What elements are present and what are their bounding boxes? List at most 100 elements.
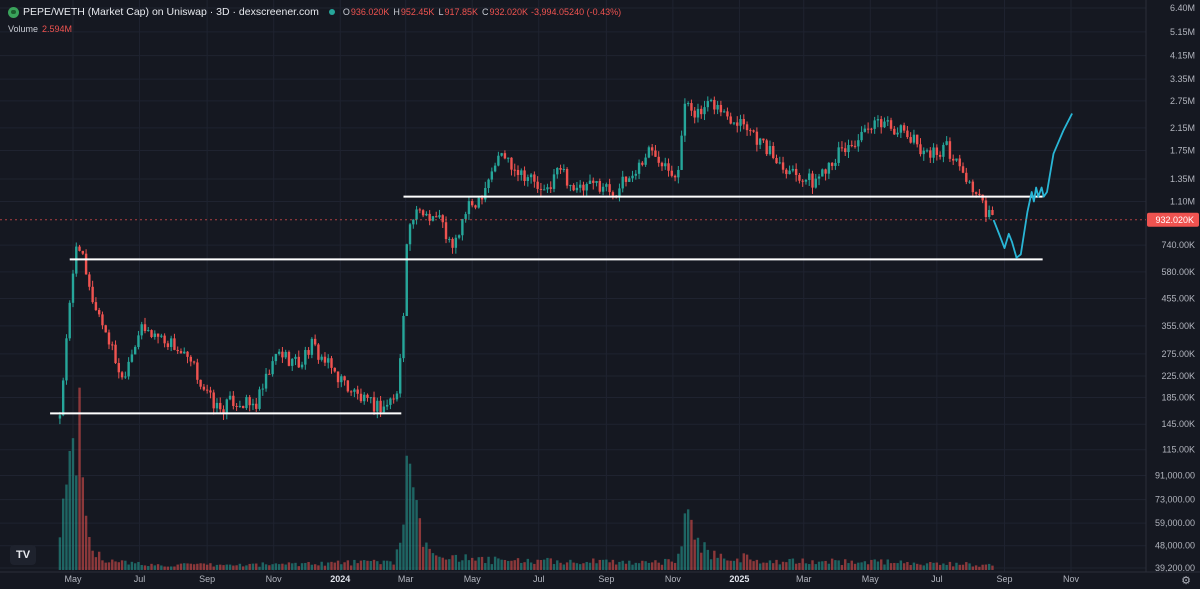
candle-body	[333, 367, 336, 372]
volume-bar	[562, 564, 566, 570]
candle-body	[745, 124, 749, 131]
volume-bar	[281, 563, 284, 570]
candle-body	[461, 218, 464, 236]
candle-body	[382, 406, 386, 413]
candle-body	[637, 162, 641, 174]
candle-body	[127, 361, 130, 377]
volume-bar	[870, 559, 873, 570]
candle-body	[379, 400, 382, 413]
candle-body	[968, 181, 971, 183]
candle-body	[670, 170, 673, 176]
volume-bar	[418, 518, 422, 570]
volume-bar	[788, 558, 791, 570]
candle-body	[133, 346, 137, 355]
volume-bar	[906, 561, 909, 570]
tradingview-logo[interactable]: TV	[10, 545, 36, 565]
volume-bar	[569, 559, 572, 570]
volume-bar	[130, 561, 134, 570]
candle-body	[562, 169, 566, 171]
volume-legend[interactable]: Volume 2.594M	[8, 24, 72, 34]
volume-bar	[935, 562, 939, 570]
volume-bar	[497, 558, 500, 570]
candle-body	[241, 405, 245, 409]
candle-body	[169, 338, 173, 347]
candle-body	[732, 122, 736, 124]
volume-bar	[565, 562, 569, 570]
volume-bar	[65, 484, 68, 570]
candle-body	[536, 181, 539, 189]
volume-bar	[431, 553, 435, 570]
candle-body	[120, 372, 124, 378]
time-tick-label: 2025	[729, 574, 749, 584]
candle-body	[261, 388, 264, 390]
candle-body	[477, 197, 480, 208]
time-tick-label: Sep	[598, 574, 614, 584]
volume-bar	[814, 564, 817, 570]
volume-bar	[94, 557, 98, 570]
candle-body	[408, 224, 412, 245]
candle-body	[471, 201, 474, 206]
volume-bar	[526, 558, 530, 570]
candle-body	[834, 162, 837, 166]
chart-title[interactable]: PEPE/WETH (Market Cap) on Uniswap · 3D ·…	[23, 6, 319, 18]
volume-bar	[680, 546, 683, 570]
candle-body	[330, 358, 333, 368]
last-price-tag	[1147, 212, 1199, 227]
volume-bar	[366, 560, 369, 570]
volume-bar	[317, 565, 320, 570]
candle-body	[513, 169, 516, 171]
projection-path[interactable]	[992, 113, 1073, 259]
price-tick-label: 39,200.00	[1155, 563, 1195, 573]
volume-bar	[549, 558, 552, 570]
price-tick-label: 59,000.00	[1155, 518, 1195, 528]
candle-body	[791, 168, 795, 171]
candle-body	[202, 386, 206, 390]
volume-bar	[955, 562, 958, 570]
price-axis[interactable]: 6.40M 5.15M 4.15M 3.35M 2.75M 2.15M 1.75M 1.35M…	[1145, 0, 1200, 589]
support-resistance-lines[interactable]	[50, 195, 1043, 415]
candle-body	[817, 176, 821, 179]
high-value: 952.45K	[400, 7, 435, 17]
price-tick-label: 6.40M	[1170, 3, 1195, 13]
volume-bar	[621, 560, 624, 570]
volume-bar	[709, 559, 713, 570]
candle-body	[428, 213, 431, 221]
candle-body	[395, 393, 399, 400]
candle-body	[124, 376, 127, 378]
candle-body	[909, 137, 912, 143]
candle-body	[389, 398, 392, 405]
volume-bar	[575, 563, 579, 570]
volume-bar	[510, 560, 513, 570]
volume-bar	[889, 563, 893, 570]
candle-body	[657, 156, 660, 163]
volume-bar	[552, 564, 556, 570]
volume-bar	[114, 561, 117, 570]
volume-bar	[284, 564, 287, 570]
gear-icon[interactable]: ⚙	[1181, 575, 1191, 587]
candle-body	[300, 364, 304, 368]
candle-body	[794, 168, 798, 175]
price-tick-label: 48,000.00	[1155, 541, 1195, 551]
candle-body	[454, 237, 458, 248]
candle-body	[827, 162, 831, 174]
time-axis[interactable]: May Jul Sep Nov 2024 Mar May Jul Sep Nov 2025 Mar Ma…	[0, 571, 1200, 584]
candle-body	[569, 185, 572, 187]
price-tick-label: 740.00K	[1161, 240, 1195, 250]
candle-body	[987, 210, 991, 218]
volume-bar	[572, 562, 575, 570]
candle-body	[130, 354, 134, 362]
volume-bar	[772, 563, 775, 570]
candle-body	[641, 162, 644, 165]
volume-bar	[722, 558, 726, 570]
volume-bar	[454, 554, 458, 570]
volume-bar	[768, 560, 772, 570]
candle-body	[353, 389, 356, 392]
candle-body	[215, 402, 219, 409]
candle-body	[572, 185, 575, 191]
volume-bar	[117, 562, 121, 570]
volume-bar	[942, 563, 945, 570]
volume-bar	[435, 555, 438, 570]
volume-bar	[107, 562, 111, 570]
candle-body	[506, 157, 510, 159]
